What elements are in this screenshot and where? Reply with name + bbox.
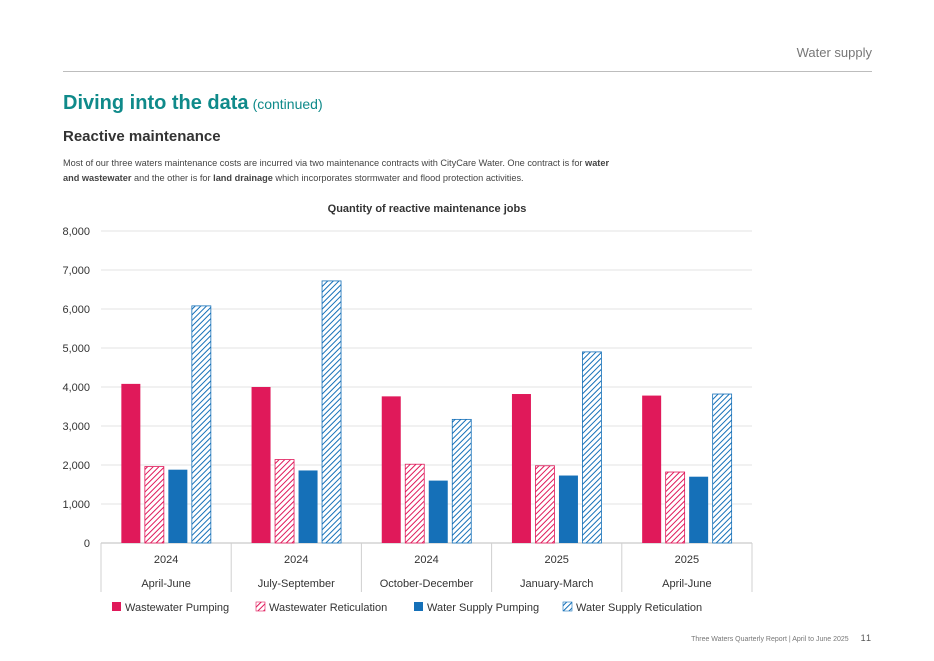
- intro-text: Most of our three waters maintenance cos…: [63, 158, 586, 168]
- x-tick-year: 2025: [675, 554, 699, 566]
- bar-wastewater-pumping: [511, 394, 531, 543]
- y-axis-tick-labels: 0 1,000 2,000 3,000 4,000 5,000 6,000 7,000 8,00…: [62, 226, 90, 550]
- x-tick-year: 2024: [284, 554, 308, 566]
- chart-container: Quantity of reactive maintenance jobs 0 1…: [0, 195, 934, 625]
- bar-wastewater-reticulation: [665, 471, 686, 544]
- intro-bold-drainage: land drainage: [213, 173, 273, 183]
- intro-paragraph: Most of our three waters maintenance cos…: [63, 156, 623, 186]
- legend-swatch: [255, 601, 266, 612]
- section-heading: Reactive maintenance: [63, 128, 221, 145]
- x-tick-year: 2024: [154, 554, 178, 566]
- y-tick-label: 4,000: [62, 382, 90, 394]
- legend-label: Wastewater Reticulation: [269, 602, 387, 614]
- bar-water-supply-pumping: [298, 470, 318, 543]
- page-title: Diving into the data (continued): [63, 92, 323, 115]
- bar-wastewater-reticulation: [144, 466, 165, 544]
- x-tick-period: July-September: [258, 578, 335, 590]
- footer-report-title: Three Waters Quarterly Report | April to…: [691, 636, 849, 643]
- legend-swatch: [112, 602, 121, 611]
- bar-water-supply-pumping: [168, 469, 188, 543]
- bar-water-supply-reticulation: [582, 351, 602, 544]
- x-tick-period: April-June: [662, 578, 712, 590]
- bar-water-supply-reticulation: [191, 305, 212, 544]
- y-tick-label: 5,000: [62, 343, 90, 355]
- header-divider: [63, 71, 872, 72]
- intro-text: which incorporates stormwater and flood …: [272, 173, 524, 183]
- intro-text: and the other is for: [131, 173, 214, 183]
- intro-bold-water: water and wastewater: [63, 158, 610, 183]
- x-tick-period: October-December: [380, 578, 474, 590]
- y-tick-label: 7,000: [62, 265, 90, 277]
- y-tick-label: 0: [84, 538, 90, 550]
- legend-label: Wastewater Pumping: [125, 602, 229, 614]
- legend-label: Water Supply Reticulation: [576, 602, 702, 614]
- y-tick-label: 2,000: [62, 460, 90, 472]
- x-tick-period: January-March: [520, 578, 593, 590]
- x-tick-period: April-June: [141, 578, 191, 590]
- bar-water-supply-reticulation: [712, 393, 733, 544]
- bar-wastewater-pumping: [121, 383, 141, 543]
- bar-wastewater-pumping: [642, 395, 662, 543]
- bar-wastewater-reticulation: [274, 459, 295, 544]
- x-tick-year: 2025: [544, 554, 568, 566]
- bar-water-supply-pumping: [558, 475, 578, 543]
- legend-swatch: [414, 602, 423, 611]
- bar-water-supply-pumping: [689, 476, 709, 543]
- page-title-main: Diving into the data: [63, 92, 249, 114]
- chart-title: Quantity of reactive maintenance jobs: [328, 203, 527, 215]
- page-title-suffix: (continued): [252, 96, 323, 112]
- legend-label: Water Supply Pumping: [427, 602, 539, 614]
- bar-wastewater-reticulation: [535, 465, 555, 544]
- page-footer: Three Waters Quarterly Report | April to…: [691, 633, 872, 643]
- section-label: Water supply: [796, 45, 872, 60]
- y-tick-label: 6,000: [62, 304, 90, 316]
- bar-wastewater-pumping: [381, 396, 401, 543]
- legend: Wastewater Pumping Wastewater Reticulatio…: [112, 601, 702, 614]
- legend-swatch: [562, 601, 573, 612]
- x-axis: 2024 April-June 2024 July-September 2024 Octo…: [100, 543, 753, 592]
- y-tick-label: 1,000: [62, 499, 90, 511]
- bar-wastewater-pumping: [251, 387, 271, 543]
- page-number: 11: [860, 633, 872, 643]
- y-tick-label: 8,000: [62, 226, 90, 238]
- bars: [121, 280, 733, 544]
- bar-water-supply-pumping: [428, 480, 448, 543]
- bar-water-supply-reticulation: [451, 418, 472, 544]
- x-tick-year: 2024: [414, 554, 438, 566]
- bar-chart: Quantity of reactive maintenance jobs 0 1…: [62, 203, 753, 614]
- bar-wastewater-reticulation: [404, 463, 425, 544]
- y-tick-label: 3,000: [62, 421, 90, 433]
- bar-water-supply-reticulation: [321, 280, 342, 544]
